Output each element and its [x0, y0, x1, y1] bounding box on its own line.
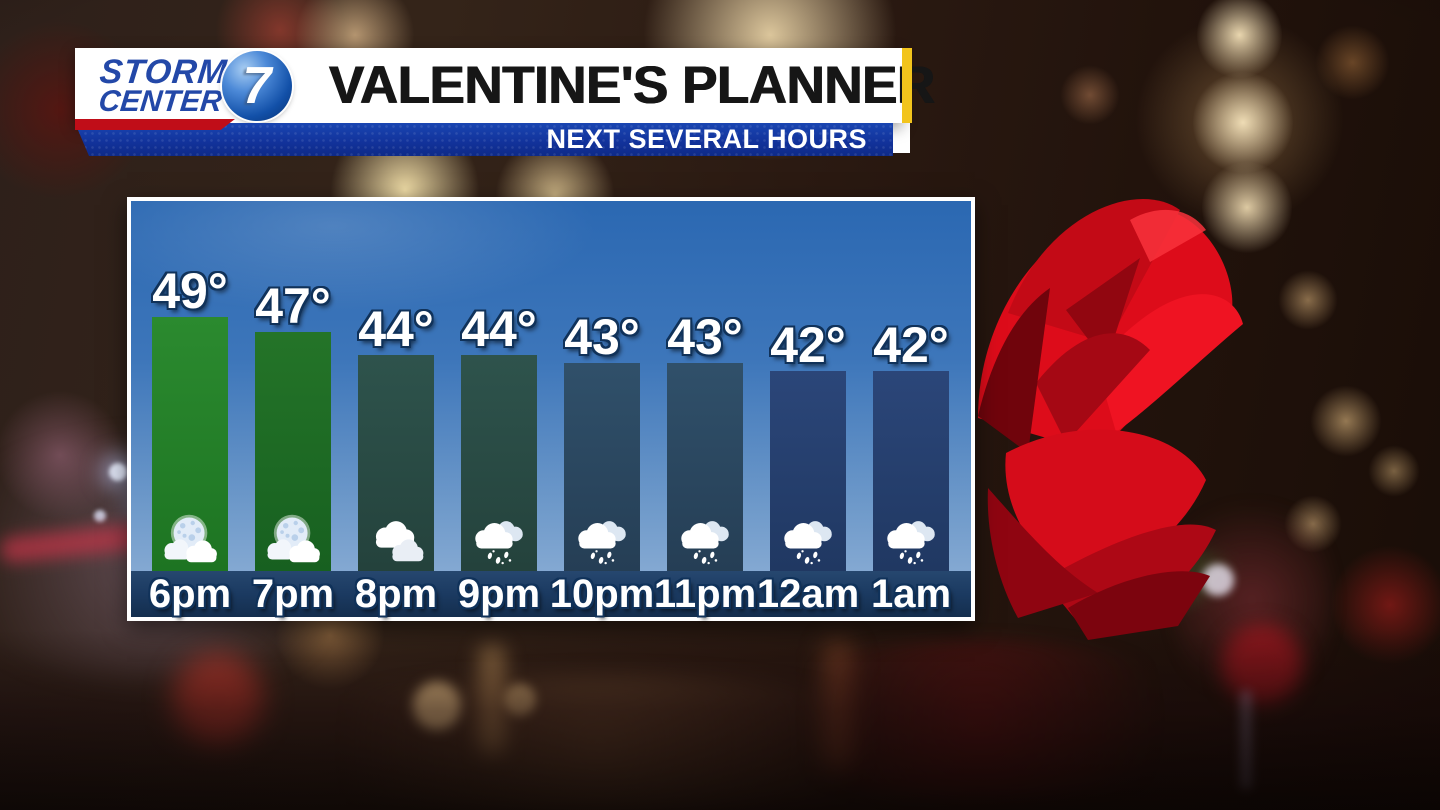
temp-value: 44°	[358, 301, 434, 357]
time-label: 1am	[870, 571, 952, 616]
hour-column-12am: 42°	[770, 201, 846, 617]
temp-bar	[358, 355, 434, 571]
time-label: 11pm	[653, 571, 757, 616]
bokeh-light	[1368, 445, 1420, 497]
sparkle	[109, 463, 127, 481]
bokeh-light	[1278, 270, 1338, 330]
red-reflection	[1330, 545, 1440, 665]
rain-cloud-icon	[475, 521, 523, 565]
channel-number: 7	[242, 57, 272, 115]
hour-column-1am: 42°	[873, 201, 949, 617]
moon-with-clouds-icon	[267, 514, 320, 563]
logo-line1: STORM	[97, 52, 230, 91]
hour-column-6pm: 49°	[152, 201, 228, 617]
subtitle-text: NEXT SEVERAL HOURS	[546, 124, 867, 154]
rain-cloud-icon	[681, 521, 729, 565]
candle-reflection	[413, 682, 461, 730]
temp-bar	[152, 317, 228, 571]
red-accent-stripe	[75, 119, 235, 130]
rose-reflection	[740, 640, 1220, 800]
rain-cloud-icon	[887, 521, 935, 565]
rain-cloud-icon	[784, 521, 832, 565]
temp-value: 42°	[873, 317, 949, 373]
time-label: 10pm	[549, 571, 655, 616]
temp-bar	[667, 363, 743, 571]
bars-area: 49° 47° 44° 44°	[131, 201, 971, 617]
bokeh-light	[0, 390, 125, 520]
temp-value: 43°	[564, 309, 640, 365]
bokeh-light	[1060, 65, 1120, 125]
clouds-icon	[375, 521, 424, 562]
hour-column-10pm: 43°	[564, 201, 640, 617]
candle-reflection	[479, 645, 505, 755]
storm-center-logo: STORM CENTER	[84, 52, 241, 118]
hour-column-11pm: 43°	[667, 201, 743, 617]
hour-column-8pm: 44°	[358, 201, 434, 617]
hour-column-7pm: 47°	[255, 201, 331, 617]
temp-bar	[873, 371, 949, 571]
bokeh-light	[1315, 25, 1390, 100]
header-banner: STORM CENTER 7 VALENTINE'S PLANNER	[75, 48, 935, 123]
temp-value: 49°	[152, 263, 228, 319]
time-label: 6pm	[148, 571, 232, 616]
temp-bar	[461, 355, 537, 571]
time-label: 12am	[756, 571, 860, 616]
bokeh-light	[1310, 385, 1382, 457]
sparkle	[94, 510, 106, 522]
temp-bar	[770, 371, 846, 571]
temp-value: 42°	[770, 317, 846, 373]
rain-cloud-icon	[578, 521, 626, 565]
moon-with-clouds-icon	[164, 514, 217, 563]
time-label: 9pm	[457, 571, 541, 616]
time-axis: 6pm 7pm 8pm 9pm 10pm 11pm 12am 1am	[131, 571, 971, 617]
time-label: 7pm	[251, 571, 335, 616]
time-label: 8pm	[354, 571, 438, 616]
temp-bar	[255, 332, 331, 571]
glass-stem-highlight	[1240, 690, 1252, 790]
page-title: VALENTINE'S PLANNER	[329, 56, 935, 115]
rose-image	[978, 198, 1243, 640]
logo-line2: CENTER	[96, 84, 224, 118]
temp-value: 44°	[461, 301, 537, 357]
banner-tail	[893, 123, 910, 153]
temp-value: 43°	[667, 309, 743, 365]
temp-bar	[564, 363, 640, 571]
yellow-accent-stripe	[902, 48, 912, 123]
temp-value: 47°	[255, 278, 331, 334]
candle-reflection	[504, 684, 536, 716]
red-reflection	[173, 655, 263, 745]
hour-column-9pm: 44°	[461, 201, 537, 617]
hourly-forecast-panel: 49° 47° 44° 44°	[127, 197, 975, 621]
channel-7-logo: 7	[222, 51, 292, 121]
